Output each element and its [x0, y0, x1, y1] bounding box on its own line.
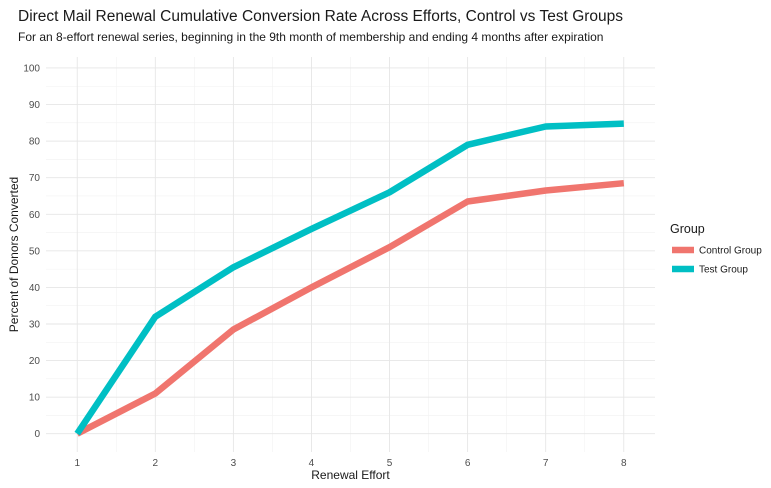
y-tick-label: 70 [29, 173, 41, 184]
x-tick-label: 1 [74, 458, 80, 469]
x-tick-label: 6 [465, 458, 471, 469]
legend-label: Test Group [699, 265, 748, 276]
series-line-0 [75, 179, 625, 437]
x-tick-label: 5 [387, 458, 393, 469]
y-axis-title: Percent of Donors Converted [7, 177, 21, 332]
x-tick-label: 3 [231, 458, 237, 469]
y-tick-label: 90 [29, 100, 41, 111]
y-tick-label: 40 [29, 283, 41, 294]
legend-title: Group [670, 222, 705, 236]
x-tick-label: 7 [543, 458, 549, 469]
y-tick-label: 0 [34, 429, 40, 440]
y-tick-label: 50 [29, 246, 41, 257]
legend: Group Control Group Test Group [670, 222, 762, 276]
y-tick-label: 80 [29, 137, 41, 148]
x-axis-title: Renewal Effort [311, 468, 390, 482]
y-tick-label: 10 [29, 393, 41, 404]
series-line-1 [74, 120, 624, 436]
y-tick-label: 20 [29, 356, 41, 367]
chart-subtitle: For an 8-effort renewal series, beginnin… [18, 30, 604, 44]
x-tick-label: 4 [309, 458, 315, 469]
y-tick-labels: 0 10 20 30 40 50 60 70 80 90 100 [23, 63, 40, 440]
x-tick-label: 2 [153, 458, 159, 469]
grid-minor [46, 57, 655, 452]
y-tick-label: 60 [29, 210, 41, 221]
x-tick-label: 8 [621, 458, 627, 469]
x-tick-labels: 1 2 3 4 5 6 7 8 [74, 458, 627, 469]
grid-major [46, 57, 655, 452]
legend-label: Control Group [699, 246, 762, 257]
y-tick-label: 30 [29, 319, 41, 330]
chart-title: Direct Mail Renewal Cumulative Conversio… [18, 8, 624, 25]
series-lines [74, 120, 625, 437]
y-tick-label: 100 [23, 63, 40, 74]
